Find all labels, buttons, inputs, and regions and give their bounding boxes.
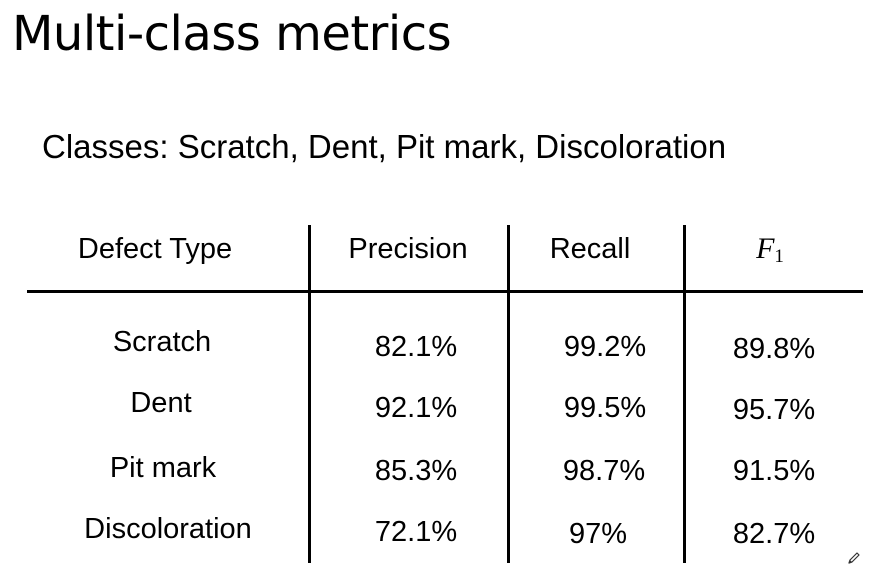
header-precision: Precision <box>348 233 468 265</box>
row-precision: 82.1% <box>374 331 458 363</box>
row-recall: 97% <box>568 518 628 550</box>
row-f1: 91.5% <box>732 455 816 487</box>
row-recall: 98.7% <box>562 455 646 487</box>
header-f1: F1 <box>756 232 784 268</box>
row-defect-type: Discoloration <box>84 513 252 545</box>
row-recall: 99.2% <box>563 331 647 363</box>
row-precision: 72.1% <box>374 516 458 548</box>
f1-subscript: 1 <box>774 246 784 267</box>
f1-symbol: F <box>756 232 775 265</box>
row-defect-type: Scratch <box>112 326 212 358</box>
slide-title: Multi-class metrics <box>12 6 452 62</box>
column-divider <box>683 225 686 563</box>
row-precision: 92.1% <box>374 392 458 424</box>
row-defect-type: Dent <box>130 387 192 419</box>
row-f1: 89.8% <box>732 333 816 365</box>
row-f1: 95.7% <box>732 394 816 426</box>
row-precision: 85.3% <box>374 455 458 487</box>
pencil-icon[interactable] <box>846 550 862 566</box>
header-defect-type: Defect Type <box>77 233 233 265</box>
row-f1: 82.7% <box>732 518 816 550</box>
column-divider <box>308 225 311 563</box>
header-divider <box>27 290 863 293</box>
row-defect-type: Pit mark <box>109 452 217 484</box>
column-divider <box>507 225 510 563</box>
header-recall: Recall <box>549 233 631 265</box>
slide-subtitle: Classes: Scratch, Dent, Pit mark, Discol… <box>42 128 727 165</box>
row-recall: 99.5% <box>563 392 647 424</box>
